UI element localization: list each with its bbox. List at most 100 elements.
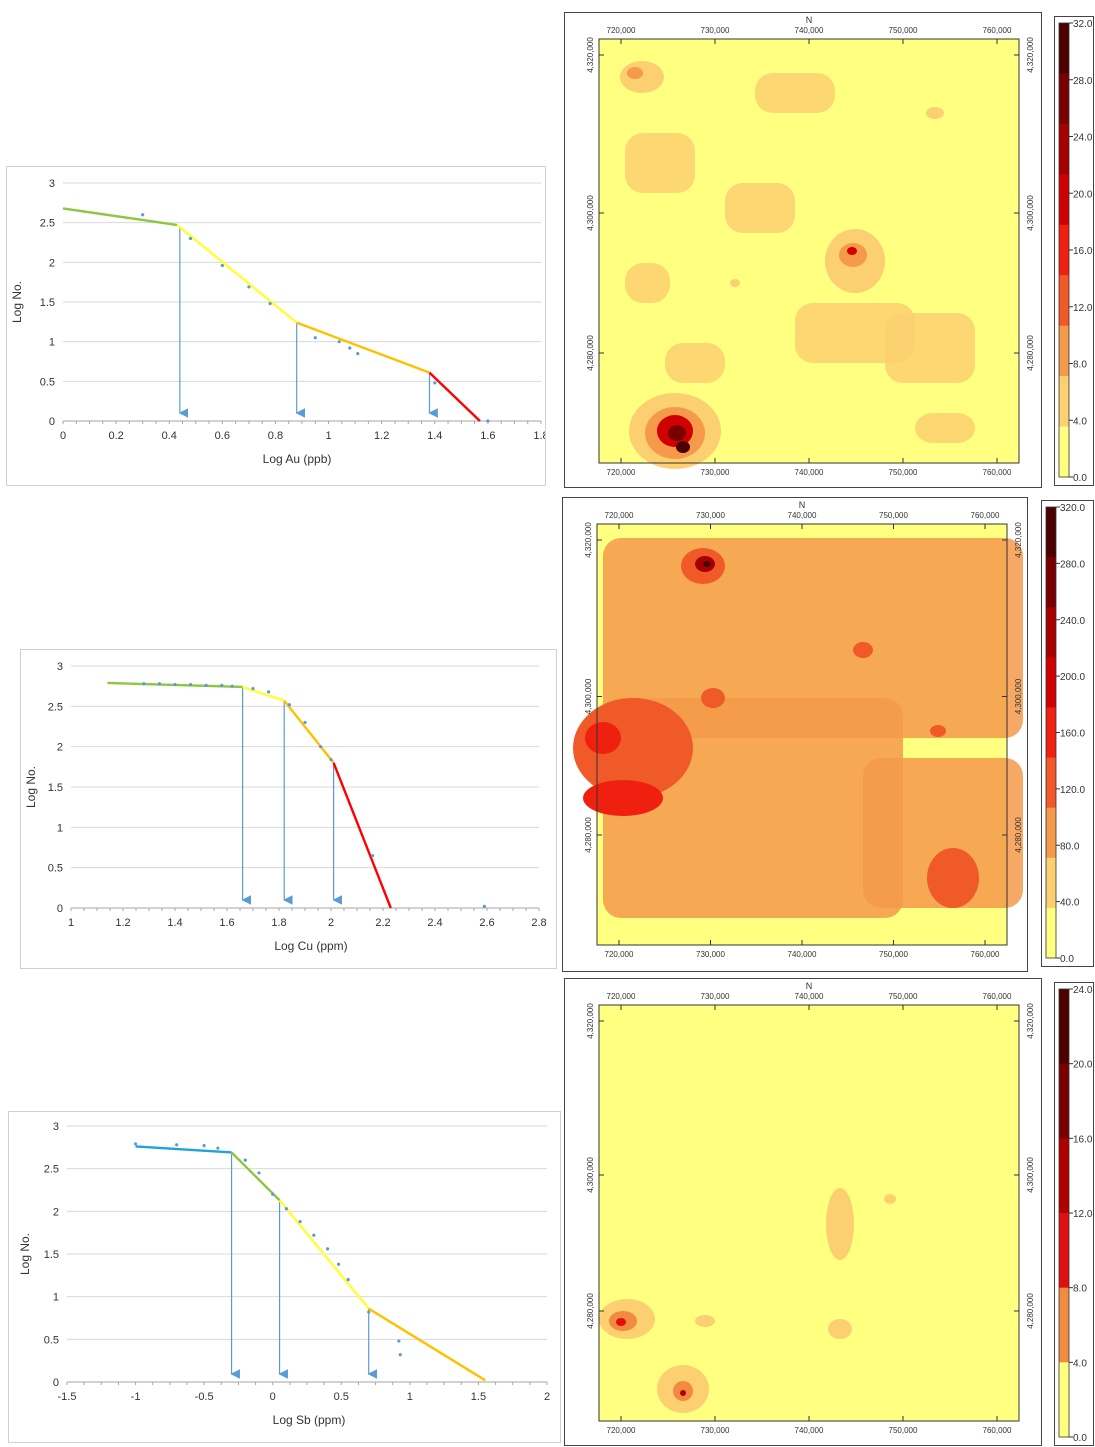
- y-tick-label: 3: [57, 661, 63, 673]
- map-north-label: N: [799, 500, 806, 510]
- map-x-tick-label-top: 730,000: [701, 992, 730, 1001]
- map-y-tick-label-right: 4,300,000: [1014, 678, 1023, 714]
- map-north-label: N: [806, 15, 813, 25]
- data-point: [204, 683, 208, 687]
- legend-label: 20.0: [1073, 189, 1093, 200]
- x-tick-label: 2.6: [479, 917, 494, 929]
- map-anomaly: [839, 243, 867, 267]
- map-anomaly: [620, 61, 664, 93]
- fit-segment-yellow: [278, 1199, 370, 1310]
- legend-color-bar: [1059, 1063, 1069, 1139]
- legend-sb: 24.0 20.0 16.0 12.0 8.0 4.0 0.0: [1054, 982, 1094, 1446]
- map-anomaly-patch: [625, 133, 695, 193]
- data-point: [356, 351, 360, 356]
- y-axis-title: Log No.: [10, 281, 24, 323]
- legend-color-bar: [1046, 557, 1056, 608]
- map-x-tick-label-bottom: 750,000: [879, 950, 908, 959]
- map-y-tick-label-left: 4,320,000: [584, 522, 593, 558]
- legend-label: 8.0: [1073, 1284, 1087, 1295]
- map-x-tick-label-top: 720,000: [605, 511, 634, 520]
- map-x-tick-label-bottom: 740,000: [795, 468, 824, 477]
- x-tick-label: 0: [270, 1391, 276, 1403]
- legend-label: 4.0: [1073, 1358, 1087, 1369]
- data-point: [202, 1144, 206, 1148]
- map-x-tick-label-top: 730,000: [696, 511, 725, 520]
- map-anomaly: [676, 441, 690, 453]
- data-point: [257, 1171, 261, 1175]
- x-tick-label: 0.8: [268, 430, 283, 442]
- data-point: [397, 1339, 401, 1343]
- map-x-tick-label-bottom: 730,000: [696, 950, 725, 959]
- y-tick-label: 1.5: [40, 297, 55, 309]
- map-y-tick-label-left: 4,320,000: [586, 1003, 595, 1039]
- legend-color-bar: [1059, 123, 1069, 175]
- data-point: [243, 1158, 247, 1162]
- map-x-tick-label-top: 760,000: [971, 511, 1000, 520]
- map-anomaly: [828, 1319, 852, 1339]
- data-point: [303, 720, 307, 725]
- data-point: [319, 745, 323, 749]
- map-y-tick-label-left: 4,300,000: [584, 678, 593, 714]
- map-anomaly-patch: [725, 183, 795, 233]
- map-x-tick-label-top: 760,000: [983, 992, 1012, 1001]
- map-x-tick-label-top: 740,000: [788, 511, 817, 520]
- legend-label: 0.0: [1073, 473, 1087, 484]
- map-anomaly: [616, 1318, 626, 1326]
- y-tick-label: 2.5: [44, 1164, 59, 1176]
- x-tick-label: 1.2: [115, 917, 130, 929]
- map-y-tick-label-left: 4,300,000: [586, 1157, 595, 1193]
- data-point: [216, 1146, 220, 1150]
- map-anomaly-patch: [863, 758, 1023, 908]
- map-anomaly: [730, 279, 740, 287]
- map-y-tick-label-left: 4,280,000: [586, 1293, 595, 1329]
- map-y-tick-label-right: 4,280,000: [1014, 817, 1023, 853]
- x-axis-title: Log Cu (ppm): [274, 939, 347, 953]
- map-x-tick-label-bottom: 720,000: [607, 468, 636, 477]
- map-y-tick-label-right: 4,320,000: [1026, 37, 1035, 73]
- y-tick-label: 0: [49, 416, 55, 428]
- fit-segment-blue: [135, 1145, 232, 1154]
- x-tick-label: 1.8: [271, 917, 286, 929]
- x-tick-label: 0.2: [108, 430, 123, 442]
- legend-color-bar: [1059, 376, 1069, 428]
- map-sb: 720,000 720,000 730,000 730,000 740,000 740,0…: [564, 978, 1042, 1446]
- chart-au: 0 0.5 1 1.5 2 2.5 3 0 0.2 0.4 0.6 0.8 1 1.2 1.4 1.6 1.8 L…: [6, 166, 546, 486]
- legend-label: 200.0: [1060, 672, 1085, 683]
- y-tick-label: 2: [53, 1206, 59, 1218]
- data-point: [133, 1142, 138, 1146]
- data-point: [398, 1353, 402, 1357]
- map-y-tick-label-right: 4,320,000: [1026, 1003, 1035, 1039]
- x-tick-label: 1.8: [533, 430, 545, 442]
- legend-color-bar: [1059, 1138, 1069, 1214]
- map-x-tick-label-bottom: 720,000: [605, 950, 634, 959]
- map-anomaly: [701, 688, 725, 708]
- map-x-tick-label-bottom: 740,000: [795, 1426, 824, 1435]
- map-x-tick-label-bottom: 730,000: [701, 468, 730, 477]
- x-tick-label: 1: [68, 917, 74, 929]
- legend-au: 32.0 28.0 24.0 20.0 16.0 12.0 8.0 4.0 0.0: [1054, 16, 1094, 486]
- y-tick-label: 2: [57, 742, 63, 754]
- map-anomaly-patch: [625, 263, 670, 303]
- x-tick-label: 1.6: [219, 917, 234, 929]
- legend-color-bar: [1046, 657, 1056, 708]
- legend-label: 24.0: [1073, 133, 1093, 144]
- data-point: [271, 1192, 275, 1196]
- map-au: 720,000 720,000 730,000 730,000 740,000 740,0…: [564, 12, 1042, 488]
- map-x-tick-label-top: 760,000: [983, 26, 1012, 35]
- map-x-tick-label-bottom: 750,000: [889, 1426, 918, 1435]
- y-tick-label: 1.5: [44, 1249, 59, 1261]
- x-tick-label: 2: [328, 917, 334, 929]
- x-tick-label: 1.2: [374, 430, 389, 442]
- map-x-tick-label-bottom: 730,000: [701, 1426, 730, 1435]
- map-anomaly: [703, 561, 711, 567]
- fit-segment-orange: [296, 321, 430, 374]
- x-tick-label: 2.8: [531, 917, 546, 929]
- data-point: [325, 1247, 330, 1251]
- legend-color-bar: [1046, 807, 1056, 859]
- map-x-tick-label-bottom: 760,000: [983, 1426, 1012, 1435]
- data-point: [336, 1262, 341, 1266]
- chart-sb: 0 0.5 1 1.5 2 2.5 3 -1.5 -1 -0.5 0 0.5 1 1.5 2 Log Sb (…: [8, 1111, 561, 1443]
- x-tick-label: -1: [131, 1391, 141, 1403]
- legend-label: 40.0: [1060, 898, 1080, 909]
- map-north-label: N: [806, 981, 813, 991]
